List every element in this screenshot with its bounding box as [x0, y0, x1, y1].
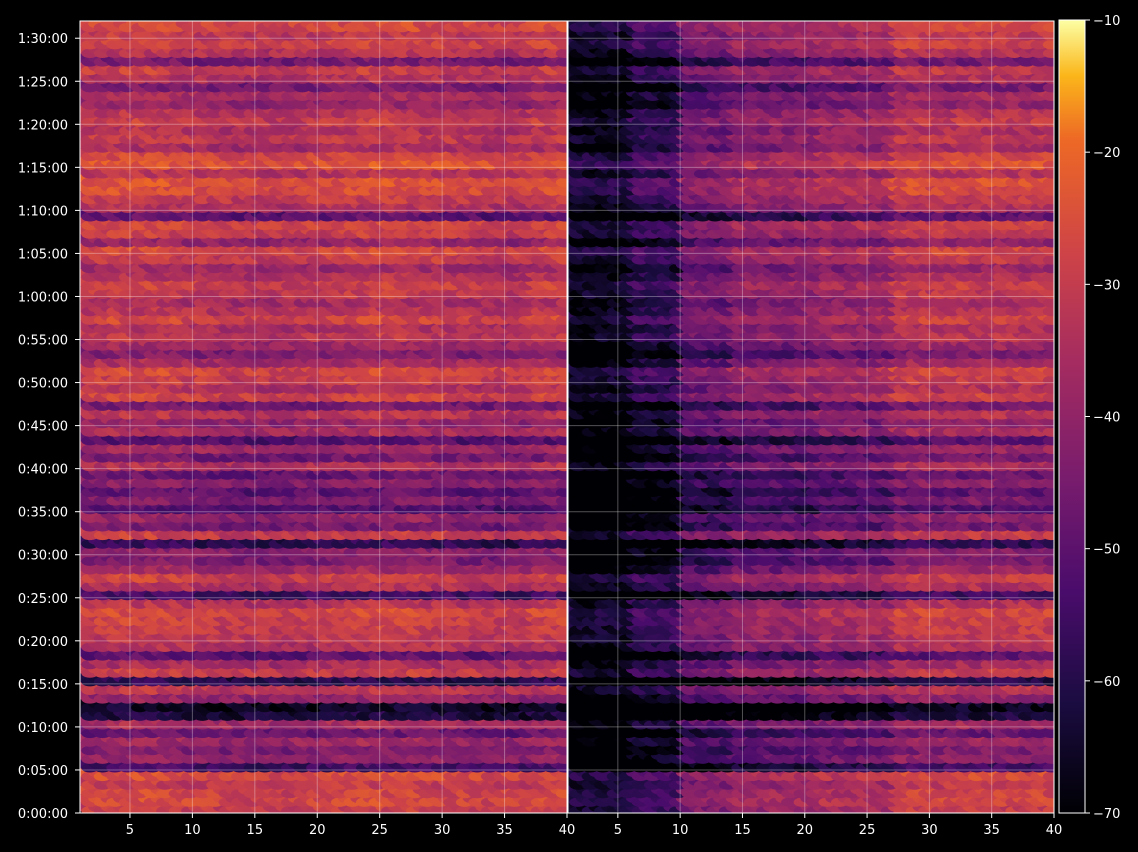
heatmap-cell — [555, 728, 567, 739]
heatmap-cell — [555, 754, 567, 764]
heatmap-cell — [555, 737, 567, 747]
heatmap-cell — [555, 763, 567, 773]
heatmap-cell — [555, 780, 567, 790]
heatmap-cell — [555, 711, 567, 721]
heatmap-cell — [555, 806, 567, 813]
heatmap-cell — [555, 720, 567, 730]
heatmap-cell — [555, 788, 567, 799]
heatmap-cell — [555, 797, 567, 807]
heatmap-cell — [555, 771, 567, 782]
left-panel — [80, 21, 567, 813]
heatmap-cell — [555, 745, 567, 756]
